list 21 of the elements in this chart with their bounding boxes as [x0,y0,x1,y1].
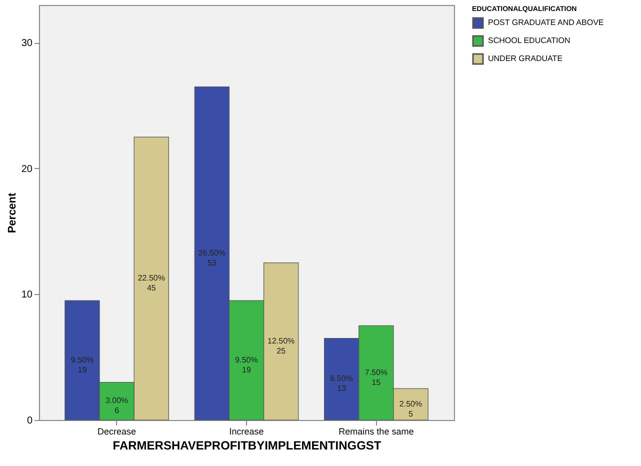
legend-label: SCHOOL EDUCATION [488,36,570,45]
data-label: 9.50% 19 [235,355,258,374]
x-tick-label: Remains the same [338,426,414,436]
data-label: 7.50% 15 [364,368,388,387]
y-tick-label: 0 [26,416,33,426]
data-label: 22.50% 45 [138,274,165,293]
y-tick-label: 30 [21,38,33,50]
data-label: 3.00% 6 [105,396,128,416]
data-label: 6.50% 13 [330,374,353,394]
x-axis-title: FARMERSHAVEPROFITBYIMPLEMENTINGGST [112,438,382,452]
x-tick-label: Increase [229,426,264,436]
legend-label: POST GRADUATE AND ABOVE [488,18,604,27]
data-label: 26.50% 53 [198,248,226,268]
x-tick-label: Decrease [98,426,136,436]
data-label: 2.50% 5 [399,399,422,418]
y-tick-label: 20 [21,164,33,175]
data-label: 9.50% 19 [70,355,94,374]
data-label: 12.50% 25 [268,336,295,356]
y-axis-title: Percent [6,192,18,234]
legend-label: UNDER GRADUATE [488,54,563,63]
y-tick-label: 10 [21,290,33,301]
